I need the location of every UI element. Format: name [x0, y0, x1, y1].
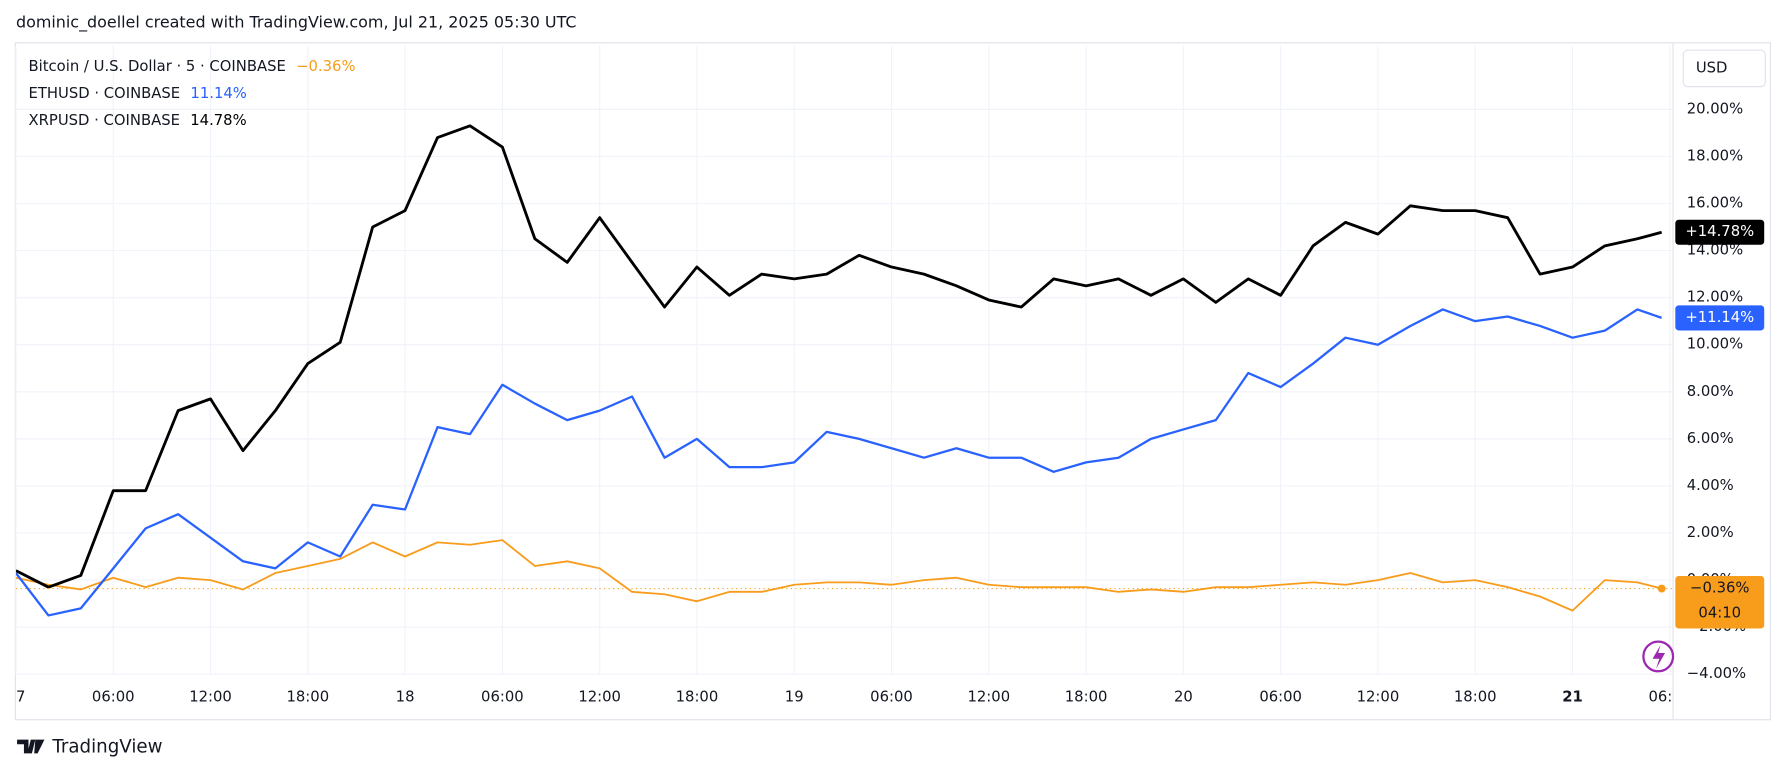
y-tick-label: 8.00% [1687, 383, 1734, 400]
chart-frame [14, 42, 1772, 721]
price-tag-label: +14.78% [1685, 223, 1754, 240]
y-tick-label: 6.00% [1687, 430, 1734, 447]
legend-name[interactable]: Bitcoin / U.S. Dollar · 5 · COINBASE [28, 58, 285, 75]
price-tag-label: +11.14% [1685, 309, 1754, 326]
y-tick-label: 4.00% [1687, 477, 1734, 494]
watermark-icon [1642, 640, 1675, 673]
series-line [15, 308, 1663, 617]
legend-name[interactable]: XRPUSD · COINBASE [28, 112, 180, 129]
x-tick-label: 18:00 [676, 688, 719, 705]
legend-value: −0.36% [296, 58, 355, 75]
x-tick-label: 20 [1174, 688, 1193, 705]
price-tag-label: −0.36% [1690, 580, 1749, 597]
last-value-dot [1657, 584, 1666, 593]
y-tick-label: 18.00% [1687, 147, 1743, 164]
x-tick-label: 18:00 [286, 688, 329, 705]
x-tick-label: 18:00 [1454, 688, 1497, 705]
series-line [15, 124, 1663, 589]
x-tick-label: 18 [396, 688, 415, 705]
x-tick-label: 12:00 [1357, 688, 1400, 705]
price-tag [1675, 305, 1765, 331]
countdown-label: 04:10 [1698, 605, 1741, 622]
header-text: dominic_doellel created with TradingView… [16, 12, 577, 32]
x-tick-label: 12:00 [578, 688, 621, 705]
x-tick-label: 06:00 [1259, 688, 1302, 705]
x-tick-label: 18:00 [1065, 688, 1108, 705]
y-tick-label: 14.00% [1687, 242, 1743, 259]
x-tick-label: 12:00 [189, 688, 232, 705]
x-tick-label: 19 [785, 688, 804, 705]
legend-name[interactable]: ETHUSD · COINBASE [28, 85, 180, 102]
legend-entry[interactable]: ETHUSD · COINBASE 11.14% [28, 85, 246, 102]
currency-label[interactable]: USD [1696, 59, 1728, 76]
price-tag [1675, 219, 1765, 245]
legend-entry[interactable]: Bitcoin / U.S. Dollar · 5 · COINBASE −0.3… [28, 58, 355, 75]
series-line [15, 539, 1662, 612]
x-tick-label: 06:00 [481, 688, 524, 705]
x-tick-label: 06:00 [1648, 688, 1691, 705]
y-tick-label: 2.00% [1687, 524, 1734, 541]
x-tick-label: 06:00 [870, 688, 913, 705]
y-tick-label: 16.00% [1687, 195, 1743, 212]
footer-logo [17, 739, 45, 754]
x-tick-label: 21 [1562, 688, 1583, 705]
x-tick-label: 12:00 [967, 688, 1010, 705]
legend-value: 14.78% [190, 112, 246, 129]
y-tick-label: 20.00% [1687, 100, 1743, 117]
y-tick-label: −4.00% [1687, 665, 1746, 682]
legend-entry[interactable]: XRPUSD · COINBASE 14.78% [28, 112, 246, 129]
y-tick-label: 10.00% [1687, 336, 1743, 353]
legend-value: 11.14% [190, 85, 246, 102]
x-tick-label: 17 [7, 688, 26, 705]
x-tick-label: 06:00 [92, 688, 135, 705]
footer-brand: TradingView [51, 737, 162, 758]
price-tag [1675, 576, 1765, 629]
currency-button[interactable] [1682, 49, 1766, 88]
y-tick-label: 12.00% [1687, 289, 1743, 306]
